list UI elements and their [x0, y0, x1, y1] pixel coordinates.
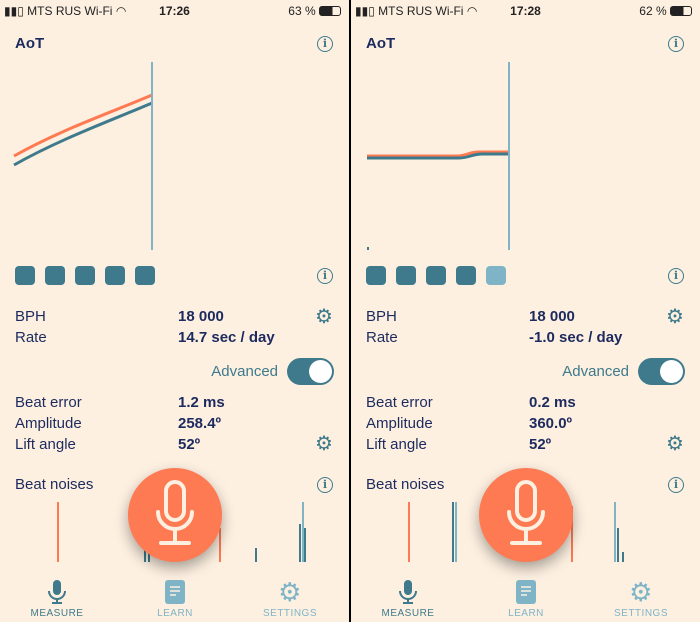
quality-square [396, 266, 416, 285]
gear-icon: ⚙ [278, 577, 302, 607]
aot-info-icon[interactable]: i [317, 36, 333, 52]
quality-square [15, 266, 35, 285]
noise-bar [219, 528, 221, 562]
gear-icon: ⚙ [629, 577, 653, 607]
phone-screen-left: ▮▮▯ MTS RUS Wi-Fi ◠ 17:26 63 % AoT i i B… [0, 0, 349, 622]
amplitude-value: 360.0º [529, 415, 573, 432]
lift-angle-settings-gear-icon[interactable]: ⚙ [666, 433, 684, 455]
noise-bar [571, 506, 573, 562]
mic-icon [48, 580, 66, 604]
aot-title: AoT [15, 35, 45, 52]
quality-square [45, 266, 65, 285]
status-battery: 62 % [639, 3, 692, 19]
quality-square [456, 266, 476, 285]
tab-measure[interactable]: MEASURE [358, 580, 458, 619]
status-battery: 63 % [288, 3, 341, 19]
aot-info-icon[interactable]: i [668, 36, 684, 52]
advanced-label: Advanced [211, 363, 278, 380]
bph-settings-gear-icon[interactable]: ⚙ [666, 306, 684, 328]
rate-value: -1.0 sec / day [529, 329, 623, 346]
record-button[interactable] [128, 468, 222, 562]
tab-measure[interactable]: MEASURE [7, 580, 107, 619]
document-icon [165, 580, 185, 604]
status-time: 17:28 [510, 4, 541, 18]
document-icon [516, 580, 536, 604]
status-carrier: ▮▮▯ MTS RUS Wi-Fi ◠ [4, 4, 127, 18]
battery-icon [670, 6, 692, 16]
quality-square [75, 266, 95, 285]
lift-angle-value: 52º [178, 436, 201, 453]
rate-label: Rate [15, 329, 47, 346]
noise-bar [617, 528, 619, 562]
amplitude-label: Amplitude [366, 415, 433, 432]
noise-bar [304, 528, 306, 562]
toggle-knob [309, 360, 332, 383]
noise-bar [57, 502, 59, 562]
aot-title: AoT [366, 35, 396, 52]
wifi-icon: ◠ [115, 4, 127, 18]
noise-bar [614, 502, 616, 562]
noise-bar [299, 524, 301, 562]
beat-error-label: Beat error [15, 394, 82, 411]
rate-value: 14.7 sec / day [178, 329, 275, 346]
quality-square [426, 266, 446, 285]
record-button[interactable] [479, 468, 573, 562]
mic-icon [399, 580, 417, 604]
lift-angle-label: Lift angle [15, 436, 76, 453]
bph-settings-gear-icon[interactable]: ⚙ [315, 306, 333, 328]
battery-icon [319, 6, 341, 16]
advanced-label: Advanced [562, 363, 629, 380]
beat-noises-info-icon[interactable]: i [317, 477, 333, 493]
aot-chart [367, 62, 510, 250]
tab-learn[interactable]: LEARN [476, 580, 576, 619]
noise-bar [622, 552, 624, 562]
beat-error-label: Beat error [366, 394, 433, 411]
beat-noises-label: Beat noises [366, 476, 445, 493]
aot-chart [13, 62, 153, 250]
phone-screen-right: ▮▮▯ MTS RUS Wi-Fi ◠ 17:28 62 % AoT i i B… [351, 0, 700, 622]
quality-info-icon[interactable]: i [668, 268, 684, 284]
advanced-toggle[interactable] [638, 358, 685, 385]
bph-label: BPH [366, 308, 397, 325]
signal-icon: ▮▮▯ [355, 4, 379, 18]
beat-noises-info-icon[interactable]: i [668, 477, 684, 493]
tab-learn[interactable]: LEARN [125, 580, 225, 619]
quality-square [486, 266, 506, 285]
noise-bar [255, 548, 257, 562]
wifi-icon: ◠ [466, 4, 478, 18]
lift-angle-label: Lift angle [366, 436, 427, 453]
beat-error-value: 0.2 ms [529, 394, 576, 411]
tab-settings[interactable]: ⚙ SETTINGS [591, 577, 691, 619]
tab-settings[interactable]: ⚙ SETTINGS [240, 577, 340, 619]
quality-info-icon[interactable]: i [317, 268, 333, 284]
noise-bar [408, 502, 410, 562]
beat-noises-label: Beat noises [15, 476, 94, 493]
mic-icon [507, 480, 545, 545]
bph-label: BPH [15, 308, 46, 325]
advanced-toggle[interactable] [287, 358, 334, 385]
status-time: 17:26 [159, 4, 190, 18]
noise-bar [144, 544, 146, 562]
toggle-knob [660, 360, 683, 383]
quality-square [105, 266, 125, 285]
status-carrier: ▮▮▯ MTS RUS Wi-Fi ◠ [355, 4, 478, 18]
quality-square [135, 266, 155, 285]
beat-noises-chart [408, 502, 624, 562]
lift-angle-settings-gear-icon[interactable]: ⚙ [315, 433, 333, 455]
amplitude-value: 258.4º [178, 415, 222, 432]
quality-square [366, 266, 386, 285]
noise-bar [452, 502, 454, 562]
noise-bar [302, 502, 304, 562]
bph-value: 18 000 [178, 308, 224, 325]
lift-angle-value: 52º [529, 436, 552, 453]
mic-icon [156, 480, 194, 545]
beat-error-value: 1.2 ms [178, 394, 225, 411]
bph-value: 18 000 [529, 308, 575, 325]
amplitude-label: Amplitude [15, 415, 82, 432]
rate-label: Rate [366, 329, 398, 346]
signal-icon: ▮▮▯ [4, 4, 28, 18]
noise-bar [455, 502, 457, 562]
